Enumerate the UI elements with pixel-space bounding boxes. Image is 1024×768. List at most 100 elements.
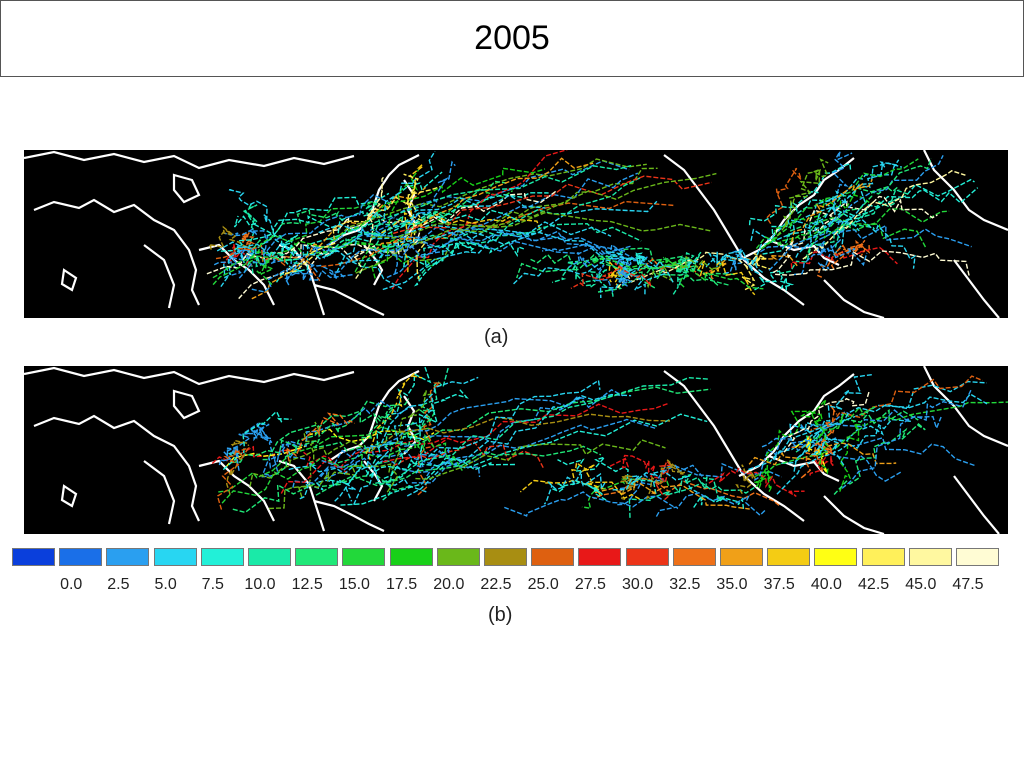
colorbar-swatch <box>153 548 197 566</box>
storm-track <box>275 411 375 476</box>
colorbar-swatch <box>908 548 952 566</box>
colorbar-tick-label: 25.0 <box>527 576 559 593</box>
storm-track <box>541 242 665 272</box>
storm-track <box>256 257 275 286</box>
colorbar-swatch <box>342 548 386 566</box>
storm-track <box>645 459 686 500</box>
storm-track <box>365 372 423 460</box>
coastline <box>33 198 200 306</box>
storm-track <box>413 236 475 287</box>
storm-track <box>230 192 390 255</box>
colorbar-swatch <box>106 548 150 566</box>
coastline <box>313 283 385 316</box>
colorbar-swatch <box>861 548 905 566</box>
colorbar-swatch <box>248 548 291 566</box>
storm-track <box>830 239 867 269</box>
storm-track <box>380 396 585 447</box>
storm-track <box>381 209 521 237</box>
storm-track <box>692 493 745 509</box>
storm-track <box>831 151 853 249</box>
page-title: 2005 <box>474 19 550 57</box>
colorbar-swatch <box>672 548 716 566</box>
coastline <box>313 499 385 532</box>
storm-track <box>403 173 428 281</box>
storm-track <box>784 158 829 228</box>
storm-track <box>814 190 849 234</box>
track-map-b-svg <box>24 366 1008 534</box>
coastline <box>823 279 885 318</box>
storm-track <box>795 393 988 438</box>
colorbar-swatch <box>578 548 622 566</box>
storm-track <box>365 366 432 477</box>
storm-track <box>557 455 657 495</box>
storm-track <box>568 251 614 293</box>
storm-track <box>766 167 802 224</box>
coastline <box>663 370 805 522</box>
storm-track <box>370 157 594 257</box>
colorbar-swatch <box>200 548 244 566</box>
coastline <box>143 244 176 309</box>
colorbar-tick-label: 32.5 <box>669 576 701 593</box>
storm-track <box>504 491 674 517</box>
storm-track <box>550 478 607 501</box>
storm-track <box>811 438 847 468</box>
caption-a: (a) <box>484 326 509 348</box>
storm-track <box>216 446 250 510</box>
storm-track <box>213 249 292 266</box>
storm-track <box>781 425 884 465</box>
storm-track <box>795 408 919 453</box>
storm-track <box>773 421 829 461</box>
storm-track <box>329 457 516 485</box>
storm-track <box>206 244 377 275</box>
storm-track <box>243 251 302 273</box>
storm-track <box>795 162 903 258</box>
storm-track <box>543 470 606 505</box>
storm-track <box>802 170 966 260</box>
colorbar-swatch <box>59 548 103 566</box>
coastline <box>198 243 275 306</box>
storm-track <box>375 376 709 484</box>
colorbar-tick-label: 22.5 <box>480 576 512 593</box>
storm-track <box>809 195 938 222</box>
storm-track <box>251 265 354 293</box>
storm-track <box>222 410 292 471</box>
storm-track <box>315 445 602 496</box>
colorbar-swatch <box>767 548 811 566</box>
storm-track <box>262 398 410 461</box>
storm-track <box>270 210 445 255</box>
storm-track <box>791 375 983 449</box>
storm-track <box>779 223 875 275</box>
storm-track <box>754 270 795 293</box>
storm-track <box>748 380 987 471</box>
storm-track <box>793 374 872 472</box>
storm-track <box>673 473 726 501</box>
storm-track <box>419 167 658 262</box>
colorbar-tick-label: 42.5 <box>858 576 890 593</box>
colorbar-swatch <box>295 548 339 566</box>
storm-track <box>231 438 361 463</box>
storm-track <box>220 246 257 288</box>
storm-track <box>220 215 341 252</box>
storm-track <box>750 217 860 241</box>
coastline <box>663 154 805 306</box>
storm-track <box>299 478 356 502</box>
colorbar-tick-label: 5.0 <box>154 576 177 593</box>
coastline <box>328 154 420 246</box>
storm-track <box>238 193 392 279</box>
storm-track <box>760 158 919 250</box>
storm-track <box>326 192 549 257</box>
storm-track <box>616 254 633 283</box>
colorbar-tick-label: 40.0 <box>810 576 842 593</box>
storm-track <box>268 463 392 510</box>
storm-track <box>215 244 321 282</box>
coastline <box>60 268 78 292</box>
track-map-a <box>24 150 1008 318</box>
colorbar-tick-label: 15.0 <box>338 576 370 593</box>
storm-track <box>359 404 397 450</box>
storm-track <box>320 435 490 478</box>
storm-track <box>783 390 871 453</box>
storm-track <box>755 208 950 250</box>
track-map-a-svg <box>24 150 1008 318</box>
coastline <box>172 389 201 420</box>
storm-track <box>249 440 384 487</box>
